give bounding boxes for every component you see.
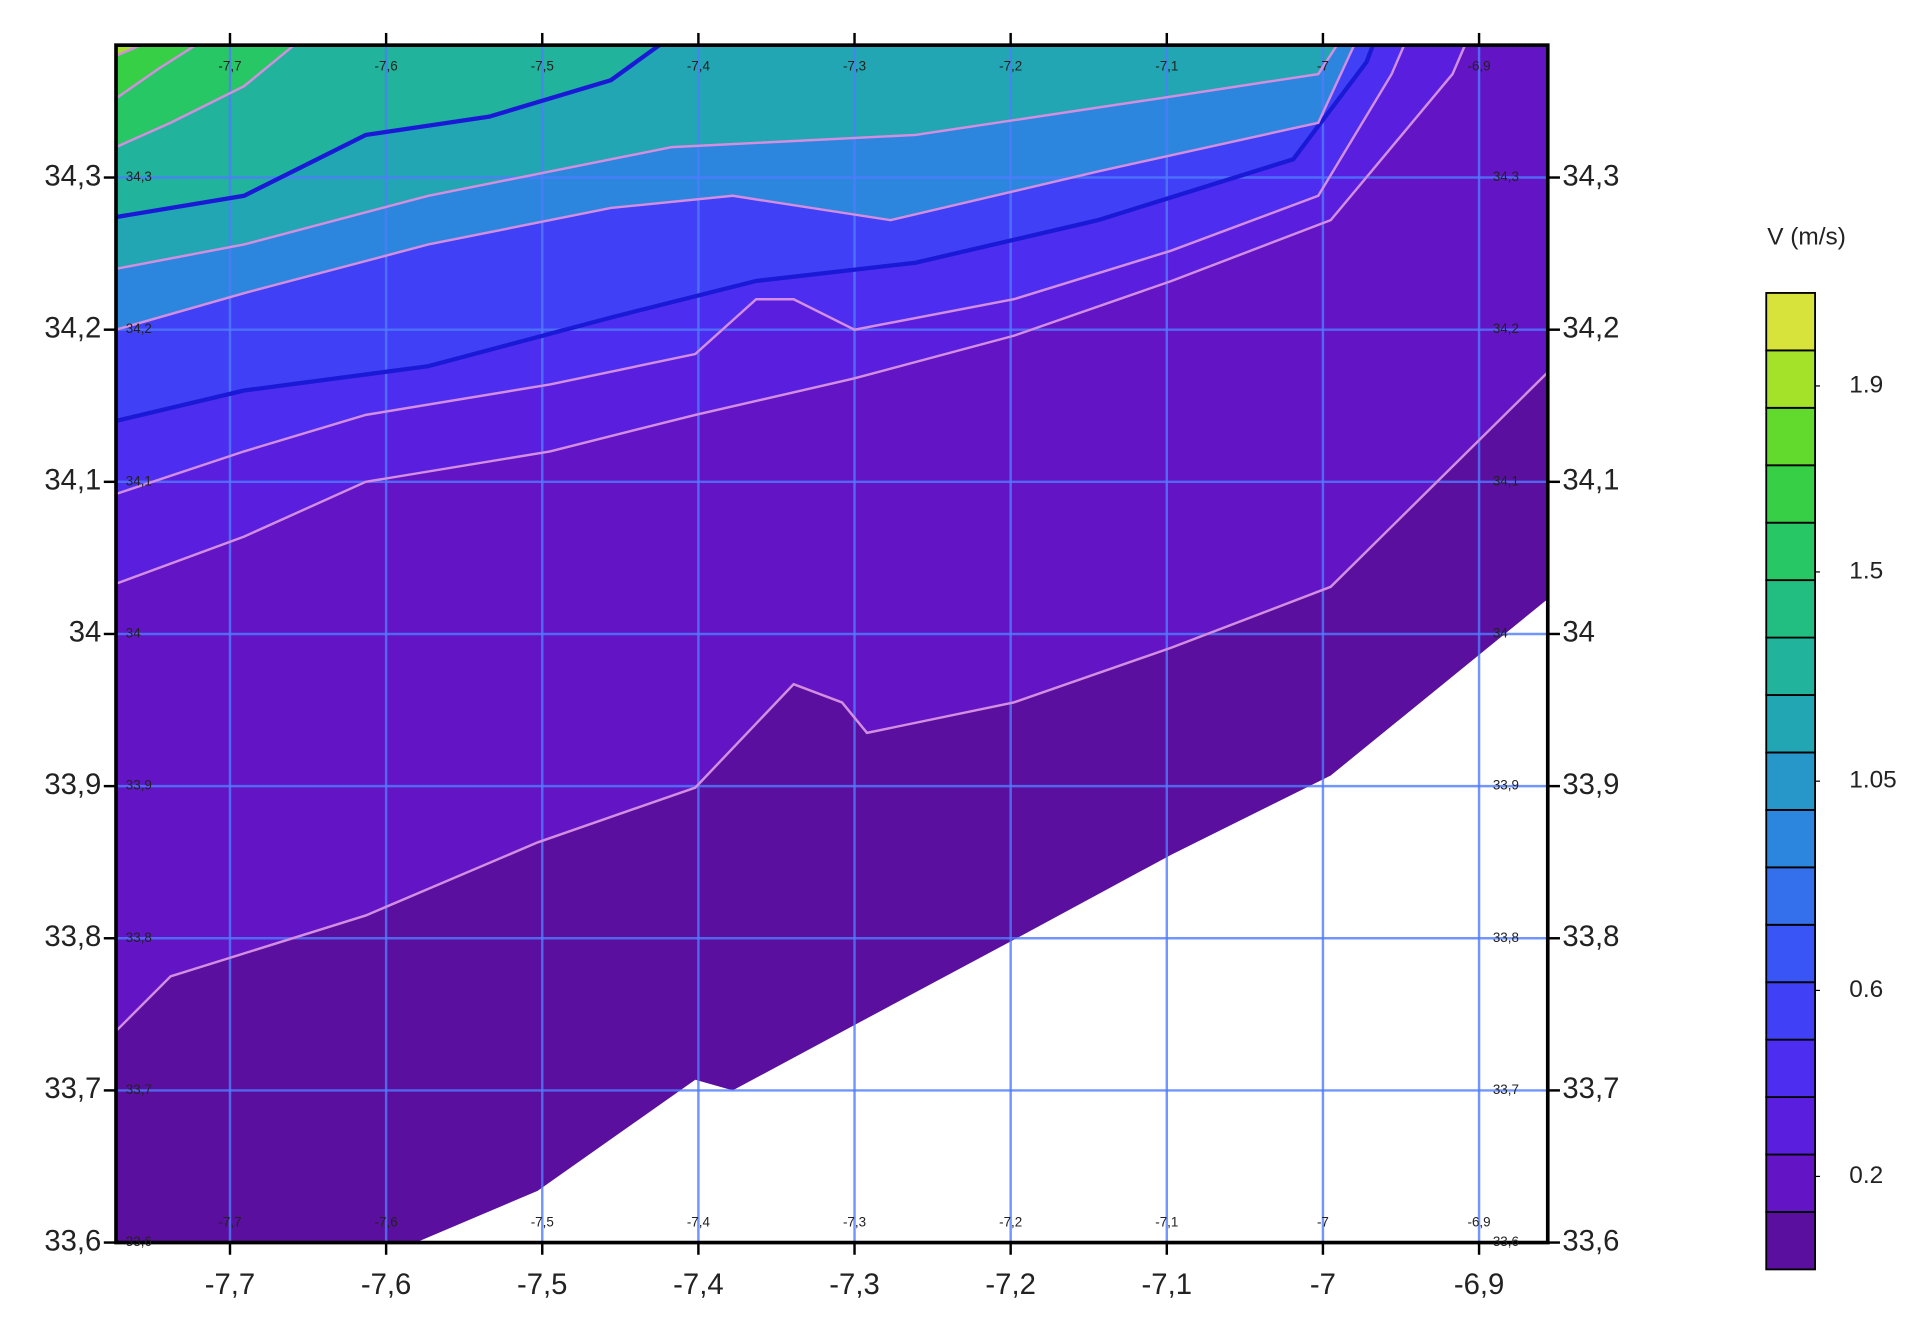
y-tick-label: 33,7 [44,1072,101,1105]
x-inner-label: -7,6 [375,1215,398,1230]
colorbar-swatch [1765,751,1816,811]
y-tick-label-right: 33,8 [1562,920,1619,953]
x-inner-label: -7,2 [999,59,1022,74]
y-inner-label: 34,1 [126,473,152,488]
y-inner-label: 33,9 [126,778,152,793]
x-inner-label: -7,5 [531,59,554,74]
x-inner-label: -7,4 [687,59,711,74]
y-tick-label: 33,8 [44,920,101,953]
y-inner-label: 34,1 [1493,473,1519,488]
x-tick-label: -7,7 [205,1268,255,1301]
contour-line [116,45,197,100]
contour-line [116,371,1548,1032]
y-inner-label: 33,6 [1493,1234,1519,1249]
x-tick-label: -7,1 [1142,1268,1192,1301]
y-tick-label-right: 33,9 [1562,768,1619,801]
contour-line [116,45,1467,585]
y-inner-label: 34,2 [1493,321,1519,336]
x-inner-label: -7,1 [1155,1215,1178,1230]
y-tick-label-right: 34 [1562,616,1595,649]
y-tick-label-right: 34,3 [1562,159,1619,192]
x-inner-label: -7,1 [1155,59,1178,74]
x-tick-label: -7,6 [361,1268,411,1301]
y-tick-label-right: 34,2 [1562,311,1619,344]
y-inner-label: 34 [1493,626,1508,641]
x-inner-label: -7,7 [218,59,241,74]
y-inner-label: 34,2 [126,321,152,336]
colorbar-tick-label: 1.5 [1849,557,1883,584]
contour-line [116,45,1375,424]
colorbar-swatch [1765,1038,1816,1099]
colorbar-tick-label: 1.05 [1849,767,1897,794]
y-tick-label: 33,9 [44,768,101,801]
contour-band [116,45,196,99]
colorbar-swatch [1765,292,1816,352]
y-inner-label: 33,7 [1493,1082,1519,1097]
colorbar-title: V (m/s) [1767,223,1846,250]
plot-frame [114,43,1550,1245]
y-inner-label: 33,8 [1493,930,1519,945]
colorbar-tick-label: 1.9 [1849,371,1883,398]
y-tick-label: 34,1 [44,464,101,497]
y-inner-label: 34,3 [126,169,152,184]
y-inner-label: 33,8 [126,930,152,945]
y-tick-label-right: 33,6 [1562,1224,1619,1257]
colorbar-swatch [1765,923,1816,984]
colorbar-swatch [1765,521,1816,582]
y-inner-label: 34 [126,626,141,641]
contour-fills [116,45,1548,1243]
colorbar-swatch [1765,1153,1816,1213]
contour-band [116,45,295,148]
colorbar-tick-label: 0.6 [1849,976,1883,1003]
x-inner-label: -7 [1317,1215,1329,1230]
x-inner-label: -7,4 [687,1215,711,1230]
x-inner-label: -7,3 [843,59,866,74]
colorbar-swatch [1765,1211,1816,1271]
y-tick-label: 34,3 [44,159,101,192]
x-inner-label: -7,5 [531,1215,554,1230]
x-inner-label: -7,7 [218,1215,241,1230]
colorbar-swatch [1765,579,1816,639]
y-tick-label: 34 [69,616,102,649]
x-tick-label: -7,5 [517,1268,567,1301]
y-tick-label: 34,2 [44,311,101,344]
colorbar-swatch [1765,406,1816,467]
colorbar-swatch [1765,981,1816,1041]
x-inner-label: -7,2 [999,1215,1022,1230]
colorbar-swatch [1765,349,1816,409]
x-tick-label: -7,3 [829,1268,879,1301]
contour-line [116,45,295,149]
x-inner-label: -6,9 [1468,1215,1491,1230]
colorbar-tick-label: 0.2 [1849,1162,1883,1189]
colorbar-swatch [1765,464,1816,524]
x-tick-label: -7,2 [985,1268,1035,1301]
x-tick-label: -7,4 [673,1268,723,1301]
colorbar-swatch [1765,694,1816,754]
y-tick-label-right: 33,7 [1562,1072,1619,1105]
y-inner-label: 33,6 [126,1234,152,1249]
x-inner-label: -6,9 [1468,59,1491,74]
x-tick-label: -6,9 [1454,1268,1504,1301]
contour-lines [116,45,1548,1032]
y-inner-label: 33,7 [126,1082,152,1097]
contour-line [116,45,661,220]
y-tick-label: 33,6 [44,1224,101,1257]
y-inner-label: 34,3 [1493,169,1519,184]
colorbar-swatch [1765,1096,1816,1156]
x-inner-label: -7,6 [375,59,398,74]
x-inner-label: -7,3 [843,1215,866,1230]
contour-line [116,45,1339,271]
colorbar-swatch [1765,808,1816,869]
y-tick-label-right: 34,1 [1562,464,1619,497]
colorbar-swatch [1765,866,1816,926]
x-inner-label: -7 [1317,59,1329,74]
x-tick-label: -7 [1310,1268,1336,1301]
y-inner-label: 33,9 [1493,778,1519,793]
contour-line [116,45,1356,331]
contour-line [116,45,1406,496]
colorbar-swatch [1765,636,1816,696]
